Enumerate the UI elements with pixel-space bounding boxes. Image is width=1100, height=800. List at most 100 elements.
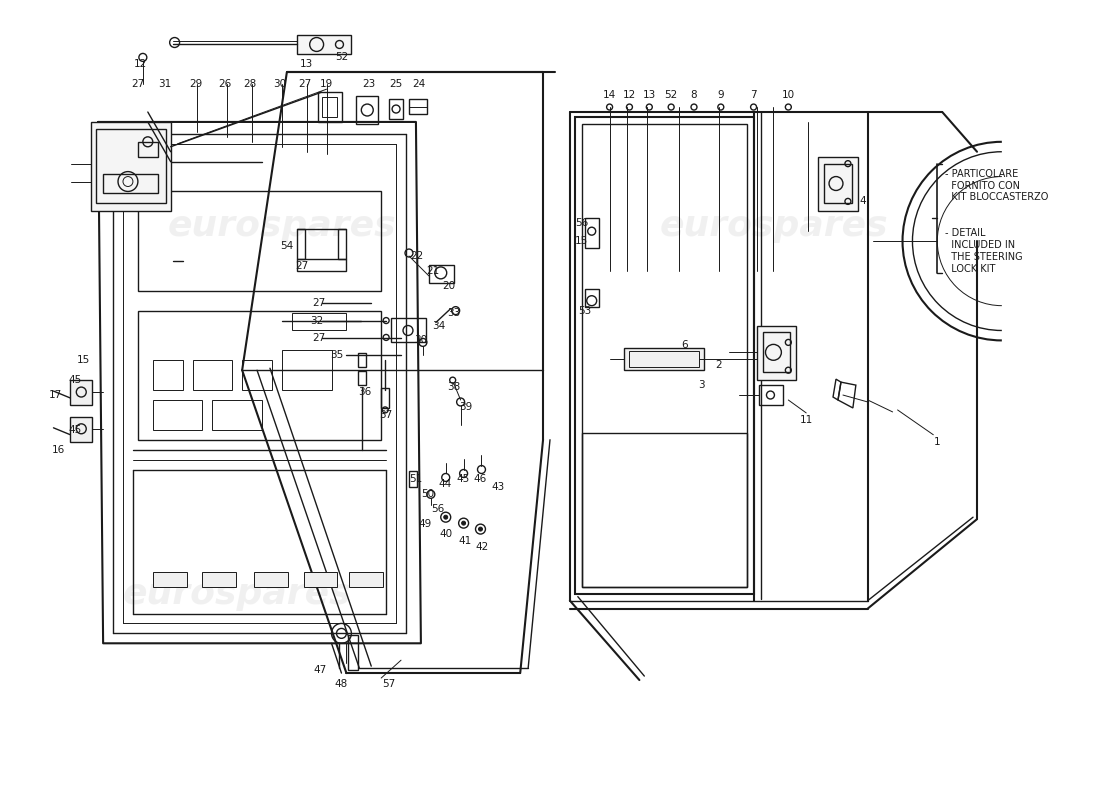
Text: 12: 12 — [623, 90, 636, 100]
Text: 17: 17 — [48, 390, 62, 400]
Text: 51: 51 — [409, 474, 422, 485]
Text: 20: 20 — [442, 281, 455, 290]
Bar — [70, 417, 92, 442]
Bar — [138, 142, 157, 157]
Text: 26: 26 — [219, 79, 232, 90]
Text: 53: 53 — [579, 306, 592, 316]
Bar — [382, 388, 389, 408]
Text: 49: 49 — [418, 519, 431, 529]
Bar — [349, 635, 359, 670]
Text: 57: 57 — [383, 679, 396, 689]
Text: INCLUDED IN: INCLUDED IN — [945, 240, 1015, 250]
Bar — [762, 333, 790, 372]
Bar — [297, 259, 346, 271]
Bar — [359, 354, 366, 367]
Bar — [339, 229, 346, 259]
Text: 50: 50 — [421, 490, 434, 499]
Text: 27: 27 — [295, 261, 308, 271]
Bar — [392, 318, 426, 342]
Text: 10: 10 — [782, 90, 795, 100]
Bar — [582, 433, 747, 586]
Text: 29: 29 — [189, 79, 202, 90]
Text: 13: 13 — [642, 90, 656, 100]
Text: 34: 34 — [432, 321, 446, 330]
Bar — [297, 34, 351, 54]
Text: FORNITO CON: FORNITO CON — [945, 181, 1020, 190]
Bar — [824, 164, 851, 203]
Text: 39: 39 — [459, 402, 472, 412]
Text: 25: 25 — [389, 79, 403, 90]
Bar — [429, 265, 453, 283]
Text: 37: 37 — [379, 410, 393, 420]
Text: 52: 52 — [664, 90, 678, 100]
Text: 41: 41 — [458, 536, 471, 546]
Text: 6: 6 — [681, 340, 688, 350]
Text: 35: 35 — [330, 350, 343, 360]
Bar — [582, 124, 747, 586]
Text: 21: 21 — [426, 266, 439, 276]
Circle shape — [478, 527, 483, 531]
Text: 4: 4 — [859, 196, 866, 206]
Text: 43: 43 — [492, 482, 505, 492]
Text: 40: 40 — [439, 529, 452, 539]
Bar — [356, 96, 378, 124]
Bar — [318, 92, 342, 122]
Circle shape — [462, 521, 465, 525]
Text: 16: 16 — [52, 445, 65, 454]
Bar — [818, 157, 858, 211]
Bar — [585, 218, 598, 248]
Text: 45: 45 — [456, 474, 470, 485]
Text: 47: 47 — [314, 665, 327, 675]
Bar — [138, 191, 382, 290]
Text: eurospares: eurospares — [123, 577, 352, 610]
Text: 1: 1 — [934, 437, 940, 446]
Bar — [202, 572, 236, 586]
Text: 31: 31 — [158, 79, 172, 90]
Bar — [409, 471, 417, 487]
Text: 27: 27 — [298, 79, 311, 90]
Bar — [292, 313, 346, 330]
Text: 36: 36 — [358, 387, 371, 397]
Bar — [254, 572, 288, 586]
Bar — [585, 289, 598, 306]
Text: 9: 9 — [717, 90, 724, 100]
Text: KIT BLOCCASTERZO: KIT BLOCCASTERZO — [945, 193, 1048, 202]
Text: LOCK KIT: LOCK KIT — [945, 264, 996, 274]
Text: - PARTICOLARE: - PARTICOLARE — [945, 169, 1019, 178]
Bar — [629, 351, 698, 367]
Text: 45: 45 — [68, 375, 81, 385]
Text: 27: 27 — [131, 79, 144, 90]
Text: 15: 15 — [575, 236, 589, 246]
Bar — [96, 129, 166, 203]
Bar — [350, 572, 383, 586]
Bar — [389, 99, 403, 119]
Text: 33: 33 — [447, 308, 460, 318]
Text: 56: 56 — [431, 504, 444, 514]
Text: 45: 45 — [68, 425, 81, 434]
Text: 23: 23 — [363, 79, 376, 90]
Text: 3: 3 — [698, 380, 705, 390]
Text: THE STEERING: THE STEERING — [945, 252, 1023, 262]
Bar — [321, 97, 338, 117]
Text: 48: 48 — [334, 679, 348, 689]
Text: 32: 32 — [310, 315, 323, 326]
Text: 13: 13 — [300, 59, 313, 70]
Bar — [153, 572, 187, 586]
Text: 27: 27 — [312, 298, 326, 308]
Text: 24: 24 — [412, 79, 426, 90]
Text: 56: 56 — [575, 218, 589, 228]
Bar — [138, 310, 382, 440]
Text: 52: 52 — [334, 52, 348, 62]
Bar — [409, 99, 427, 114]
Circle shape — [443, 515, 448, 519]
Bar — [70, 380, 92, 405]
Text: 46: 46 — [474, 474, 487, 485]
Bar — [625, 348, 704, 370]
Bar — [304, 572, 338, 586]
Bar — [575, 117, 754, 594]
Text: 42: 42 — [476, 542, 490, 552]
Text: - DETAIL: - DETAIL — [945, 228, 986, 238]
Text: 38: 38 — [447, 382, 460, 392]
Text: 30: 30 — [415, 335, 428, 346]
Text: 22: 22 — [410, 251, 424, 261]
